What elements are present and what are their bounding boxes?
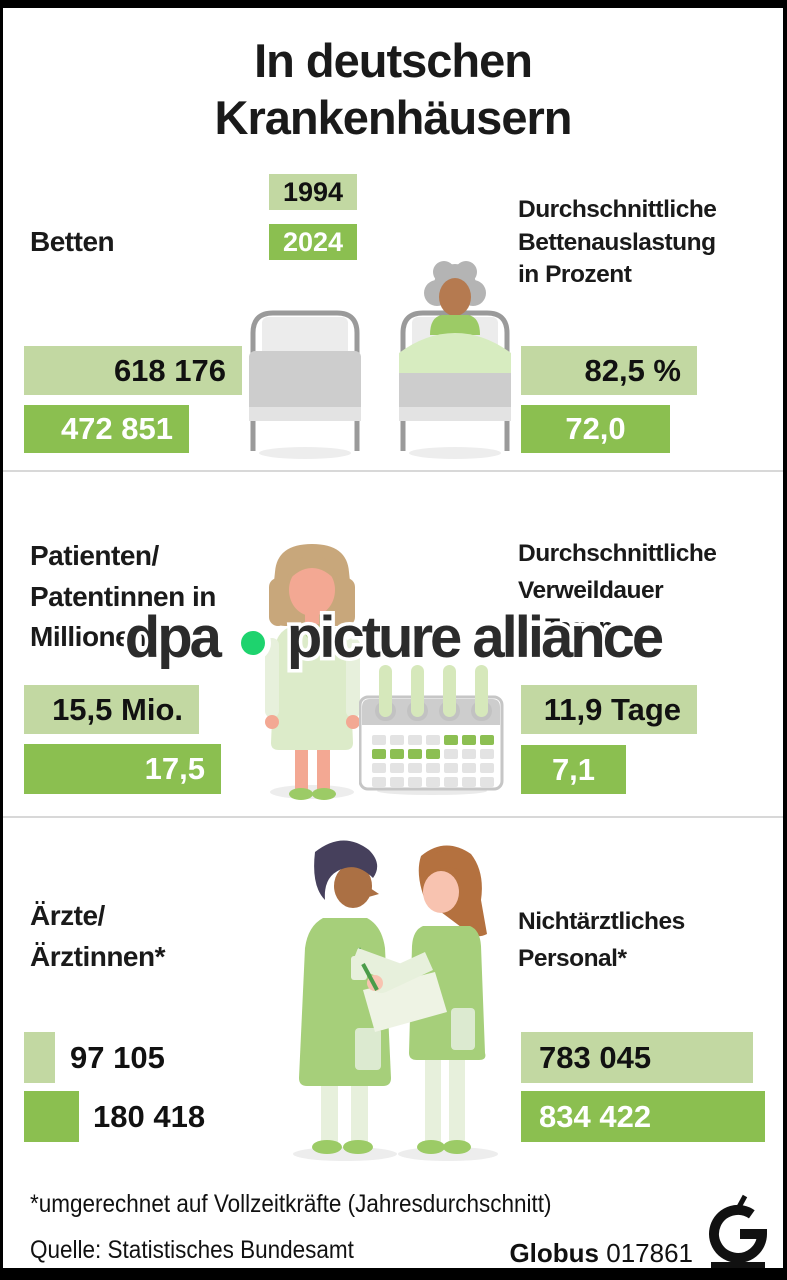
occupancy-label-line1: Durchschnittliche [518, 196, 717, 223]
stay-label-line2: Verweildauer [518, 576, 664, 604]
bar-doctors-2024-value: 180 418 [93, 1098, 206, 1134]
occupancy-label-line2: Bettenauslastung [518, 228, 716, 256]
bar-occupancy-1994-value: 82,5 % [584, 352, 681, 388]
bar-occupancy-2024-value: 72,0 [565, 411, 626, 446]
doctors-illustration [293, 840, 498, 1161]
bar-beds-2024: 472 851 [24, 405, 189, 453]
bar-staff-2024: 834 422 [521, 1091, 765, 1142]
bar-staff-2024-value: 834 422 [539, 1098, 652, 1134]
legend-1994: 1994 [269, 174, 357, 210]
bar-patients-1994: 15,5 Mio. [24, 685, 199, 734]
title-line-1: In deutschen [254, 34, 533, 87]
patients-label-line2: Patentinnen in [30, 580, 216, 612]
occupancy-label-line3: in Prozent [518, 261, 632, 289]
nurse-illustration [265, 544, 360, 800]
patients-section-label: Patienten/ Patentinnen in Millionen [30, 536, 216, 658]
bar-stay-2024-value: 7,1 [551, 751, 596, 787]
bar-doctors-1994 [24, 1032, 55, 1083]
bar-occupancy-2024: 72,0 [521, 405, 670, 453]
bar-doctors-2024 [24, 1091, 79, 1142]
bar-doctors-1994-value: 97 105 [70, 1039, 165, 1075]
legend-1994-label: 1994 [282, 176, 344, 207]
hospital-beds-illustration [249, 261, 511, 459]
section-divider-2 [3, 816, 783, 818]
stay-label-line3: in Tagen [518, 613, 613, 641]
doctors-label-line1: Ärzte/ [30, 900, 105, 931]
legend-2024: 2024 [269, 224, 357, 260]
staff-label-line1: Nichtärztliches [518, 908, 685, 935]
stay-label-line1: Durchschnittliche [518, 540, 717, 567]
bar-stay-2024: 7,1 [521, 745, 626, 794]
doctors-label-line2: Ärztinnen* [30, 940, 166, 972]
source-note: Quelle: Statistisches Bundesamt [30, 1236, 354, 1264]
patients-label-line1: Patienten/ [30, 540, 159, 571]
globus-number: 017861 [606, 1238, 693, 1268]
bar-beds-2024-value: 472 851 [60, 411, 173, 446]
doctors-section-label: Ärzte/ Ärztinnen* [30, 896, 166, 977]
legend-2024-label: 2024 [282, 226, 344, 257]
beds-section-label: Betten [30, 226, 115, 257]
bar-patients-2024-value: 17,5 [144, 751, 205, 786]
patients-label-line3: Millionen [30, 621, 147, 653]
section-divider-1 [3, 470, 783, 472]
patient-head [424, 261, 486, 316]
occupancy-section-label: Durchschnittliche Bettenauslastung in Pr… [518, 194, 717, 292]
bar-occupancy-1994: 82,5 % [521, 346, 697, 395]
bar-staff-1994-value: 783 045 [539, 1039, 652, 1075]
calendar-icon [359, 665, 504, 795]
bar-stay-1994: 11,9 Tage [521, 685, 697, 734]
globus-credit: Globus 017861 [509, 1238, 693, 1268]
bar-patients-2024: 17,5 [24, 744, 221, 794]
bar-patients-1994-value: 15,5 Mio. [52, 691, 183, 727]
empty-bed-icon [249, 310, 361, 459]
doctor-female-icon [361, 845, 487, 1154]
patient-bed-icon [399, 261, 511, 459]
bar-beds-1994-value: 618 176 [113, 352, 226, 388]
bar-stay-1994-value: 11,9 Tage [543, 691, 681, 727]
stay-section-label: Durchschnittliche Verweildauer in Tagen [518, 536, 717, 646]
globus-brand: Globus [509, 1238, 599, 1268]
title-line-2: Krankenhäusern [214, 91, 573, 145]
staff-section-label: Nichtärztliches Personal* [518, 904, 685, 978]
staff-label-line2: Personal* [518, 944, 627, 972]
bar-beds-1994: 618 176 [24, 346, 242, 395]
doctor-male-icon [299, 840, 423, 1154]
page-title: In deutschen Krankenhäusern [3, 32, 783, 147]
footnote: *umgerechnet auf Vollzeitkräfte (Jahresd… [30, 1190, 552, 1218]
globus-logo-icon [709, 1194, 768, 1268]
bar-staff-1994: 783 045 [521, 1032, 753, 1083]
